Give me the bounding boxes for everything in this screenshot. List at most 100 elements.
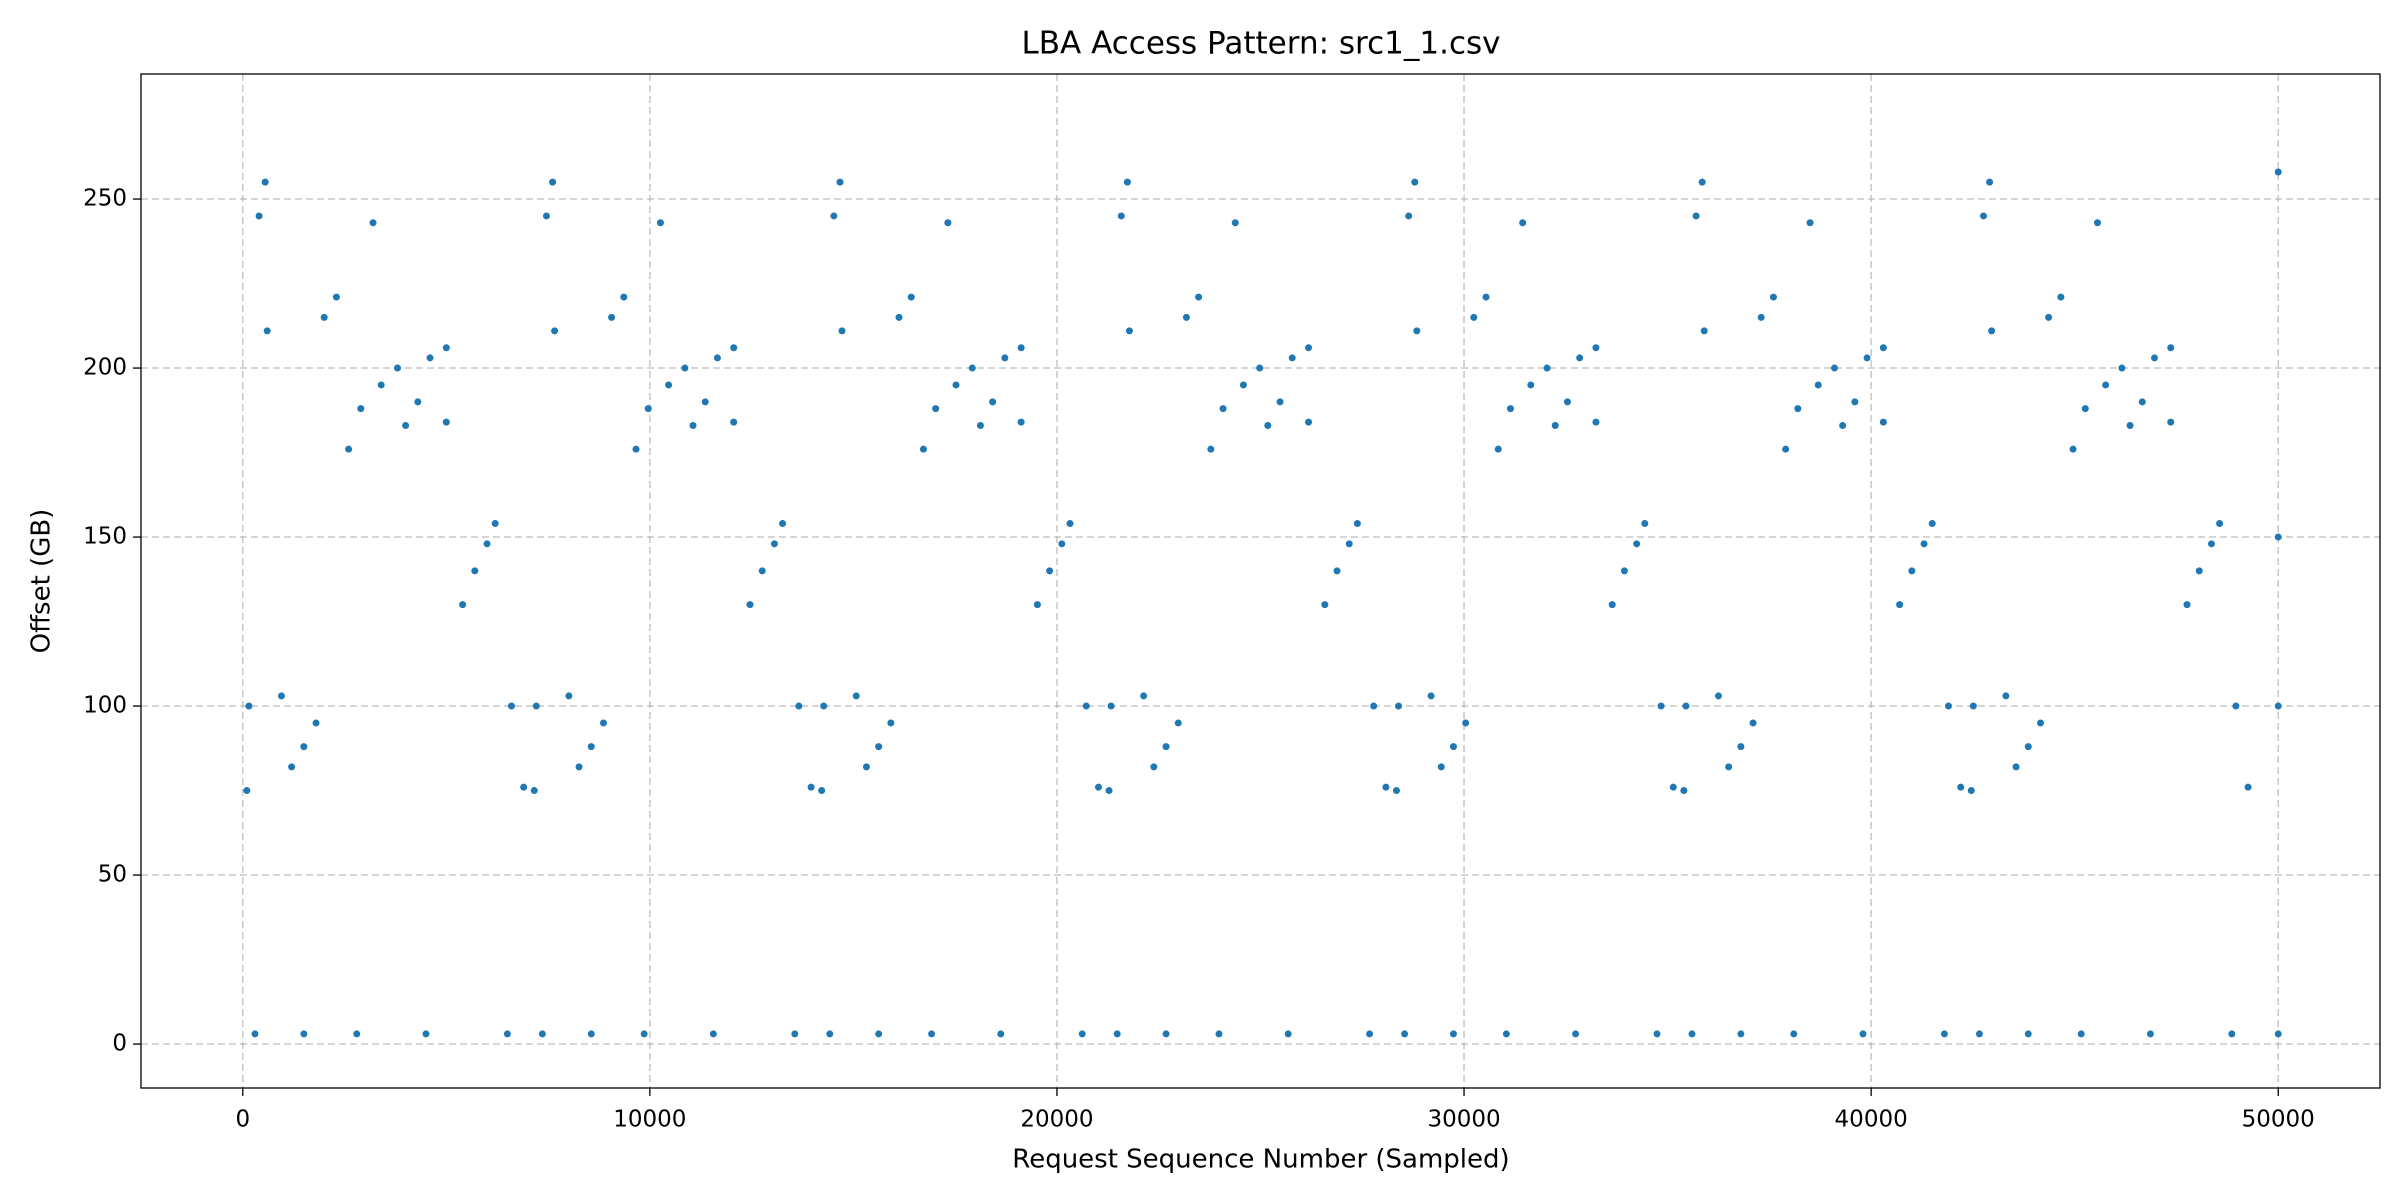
data-point — [1401, 1030, 1409, 1038]
data-point — [709, 1030, 717, 1038]
data-point — [665, 381, 673, 389]
data-point — [1688, 1030, 1696, 1038]
data-point — [1333, 567, 1341, 575]
data-point — [1700, 327, 1708, 335]
data-point — [875, 1030, 883, 1038]
data-point — [620, 293, 628, 301]
data-point — [1969, 702, 1977, 710]
data-point — [2150, 354, 2158, 362]
data-point — [587, 743, 595, 751]
data-point — [770, 540, 778, 548]
y-tick-label: 50 — [98, 862, 127, 888]
data-point — [277, 692, 285, 700]
data-point — [1851, 398, 1859, 406]
data-point — [2274, 1030, 2282, 1038]
data-point — [689, 422, 697, 430]
data-point — [2167, 418, 2175, 426]
y-tick-label: 0 — [112, 1031, 127, 1057]
data-point — [1814, 381, 1822, 389]
data-point — [1692, 212, 1700, 220]
data-point — [422, 1030, 430, 1038]
data-point — [952, 381, 960, 389]
data-point — [1928, 520, 1936, 528]
data-point — [1757, 313, 1765, 321]
data-point — [1017, 344, 1025, 352]
data-point — [1879, 418, 1887, 426]
x-tick-label: 0 — [235, 1107, 250, 1133]
data-point — [1920, 540, 1928, 548]
data-point — [320, 313, 328, 321]
data-point — [245, 702, 253, 710]
data-point — [830, 212, 838, 220]
data-point — [402, 422, 410, 430]
data-point — [1449, 743, 1457, 751]
data-point — [919, 445, 927, 453]
data-point — [520, 783, 528, 791]
y-tick-label: 200 — [83, 355, 127, 381]
data-point — [2228, 1030, 2236, 1038]
data-point — [1657, 702, 1665, 710]
data-point — [1195, 293, 1203, 301]
y-tick-label: 250 — [83, 186, 127, 212]
data-point — [1162, 1030, 1170, 1038]
data-point — [2118, 364, 2126, 372]
data-point — [1482, 293, 1490, 301]
plot-frame — [140, 73, 2381, 1089]
data-point — [1737, 1030, 1745, 1038]
data-point — [1107, 702, 1115, 710]
data-point — [1572, 1030, 1580, 1038]
data-point — [2274, 168, 2282, 176]
x-tick-label: 30000 — [1427, 1107, 1500, 1133]
points — [243, 168, 2282, 1038]
data-point — [1353, 520, 1361, 528]
data-point — [1737, 743, 1745, 751]
data-point — [1908, 567, 1916, 575]
data-point — [758, 567, 766, 575]
data-point — [369, 219, 377, 227]
axes: 0 10000 20000 30000 40000 50000 0 50 100 150 200 25… — [83, 73, 2381, 1133]
data-point — [1863, 354, 1871, 362]
data-point — [1563, 398, 1571, 406]
data-point — [2012, 763, 2020, 771]
data-point — [426, 354, 434, 362]
data-point — [791, 1030, 799, 1038]
data-point — [1519, 219, 1527, 227]
data-point — [1986, 178, 1994, 186]
data-point — [1094, 783, 1102, 791]
data-point — [1830, 364, 1838, 372]
grid — [141, 74, 2380, 1088]
data-point — [1405, 212, 1413, 220]
data-point — [2274, 533, 2282, 541]
data-point — [471, 567, 479, 575]
x-tick-label: 40000 — [1835, 1107, 1908, 1133]
data-point — [1437, 763, 1445, 771]
data-point — [632, 445, 640, 453]
data-point — [1806, 219, 1814, 227]
data-point — [1896, 601, 1904, 609]
data-point — [746, 601, 754, 609]
data-point — [1725, 763, 1733, 771]
data-point — [989, 398, 997, 406]
data-point — [1150, 763, 1158, 771]
data-point — [587, 1030, 595, 1038]
data-point — [2045, 313, 2053, 321]
data-point — [1494, 445, 1502, 453]
data-point — [730, 344, 738, 352]
data-point — [1682, 702, 1690, 710]
data-point — [2069, 445, 2077, 453]
data-point — [542, 212, 550, 220]
data-point — [1125, 327, 1133, 335]
data-point — [2126, 422, 2134, 430]
data-point — [1207, 445, 1215, 453]
data-point — [2024, 1030, 2032, 1038]
data-point — [507, 702, 515, 710]
data-point — [1859, 1030, 1867, 1038]
data-point — [1066, 520, 1074, 528]
data-point — [1239, 381, 1247, 389]
data-point — [1988, 327, 1996, 335]
data-point — [530, 787, 538, 795]
data-point — [838, 327, 846, 335]
y-tick-label: 150 — [83, 524, 127, 550]
data-point — [393, 364, 401, 372]
data-point — [656, 219, 664, 227]
